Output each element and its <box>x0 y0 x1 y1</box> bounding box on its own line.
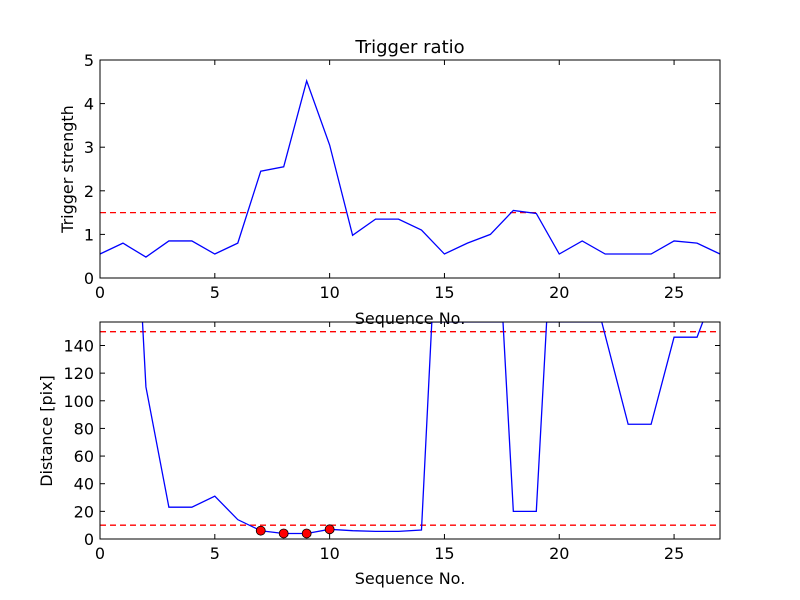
x-tick-label: 10 <box>319 283 339 302</box>
x-tick-label: 15 <box>434 283 454 302</box>
x-tick-label: 0 <box>95 283 105 302</box>
trigger-ratio-panel: Trigger ratio Trigger strength Sequence … <box>58 37 721 328</box>
x-tick-label: 10 <box>319 544 339 563</box>
trigger-ratio-plot-area: 0 5 10 15 20 25 0 1 2 3 4 5 <box>84 51 721 302</box>
y-tick-label: 120 <box>63 364 94 383</box>
y-tick-label: 100 <box>63 392 94 411</box>
y-axis-label: Distance [pix] <box>37 375 56 487</box>
y-tick-label: 0 <box>84 530 94 549</box>
series-line <box>100 78 720 258</box>
x-axis-label: Sequence No. <box>355 309 466 328</box>
x-tick-label: 0 <box>95 544 105 563</box>
y-tick-label: 2 <box>84 182 94 201</box>
x-tick-label: 5 <box>210 283 220 302</box>
x-tick-label: 25 <box>664 544 684 563</box>
y-tick-label: 140 <box>63 336 94 355</box>
data-point-marker <box>324 524 335 535</box>
y-tick-label: 5 <box>84 51 94 70</box>
x-axis-label: Sequence No. <box>355 569 466 588</box>
y-tick-label: 60 <box>74 447 94 466</box>
y-tick-label: 0 <box>84 269 94 288</box>
x-tick-label: 25 <box>664 283 684 302</box>
axes-frame <box>99 59 721 279</box>
data-point-marker <box>255 525 266 536</box>
series-line <box>141 322 704 535</box>
x-tick-label: 20 <box>549 283 569 302</box>
y-tick-label: 3 <box>84 138 94 157</box>
x-tick-label: 5 <box>210 544 220 563</box>
y-tick-label: 40 <box>74 475 94 494</box>
distance-panel: Distance [pix] Sequence No. 0 5 10 15 20 25 0 2… <box>37 321 721 588</box>
y-tick-label: 80 <box>74 419 94 438</box>
distance-plot-area: 0 5 10 15 20 25 0 20 40 60 80 100 120 140 <box>63 321 721 563</box>
axes-frame <box>99 321 721 540</box>
data-point-marker <box>301 528 312 539</box>
y-tick-label: 20 <box>74 502 94 521</box>
x-tick-label: 20 <box>549 544 569 563</box>
y-tick-label: 1 <box>84 225 94 244</box>
panel-title: Trigger ratio <box>354 37 464 58</box>
x-tick-label: 15 <box>434 544 454 563</box>
data-point-marker <box>278 528 289 539</box>
y-tick-label: 4 <box>84 95 94 114</box>
y-axis-label: Trigger strength <box>58 105 77 234</box>
